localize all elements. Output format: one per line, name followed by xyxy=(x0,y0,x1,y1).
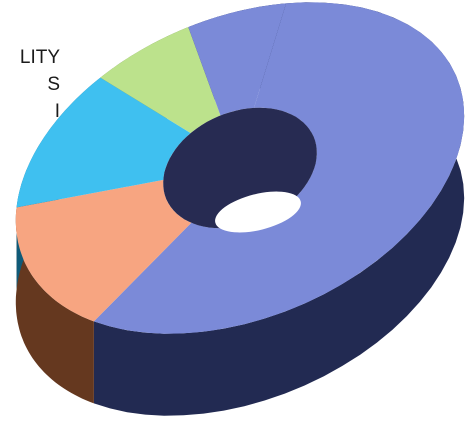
legend-fragment: I xyxy=(54,101,60,122)
donut-hole-opening xyxy=(215,191,301,233)
donut-side-segment xyxy=(15,207,94,404)
donut-slice xyxy=(15,179,192,322)
legend-fragment: LITY xyxy=(19,47,60,68)
donut-slice xyxy=(93,2,465,334)
donut-side-segment xyxy=(93,2,465,416)
donut-slice xyxy=(16,77,191,208)
donut-slice xyxy=(188,3,287,116)
legend-text-fragments: LITY S I xyxy=(0,44,60,125)
legend-fragment: S xyxy=(47,74,60,95)
donut-slice xyxy=(100,27,221,134)
donut-hole xyxy=(163,107,317,233)
donut-top-faces xyxy=(15,2,465,334)
